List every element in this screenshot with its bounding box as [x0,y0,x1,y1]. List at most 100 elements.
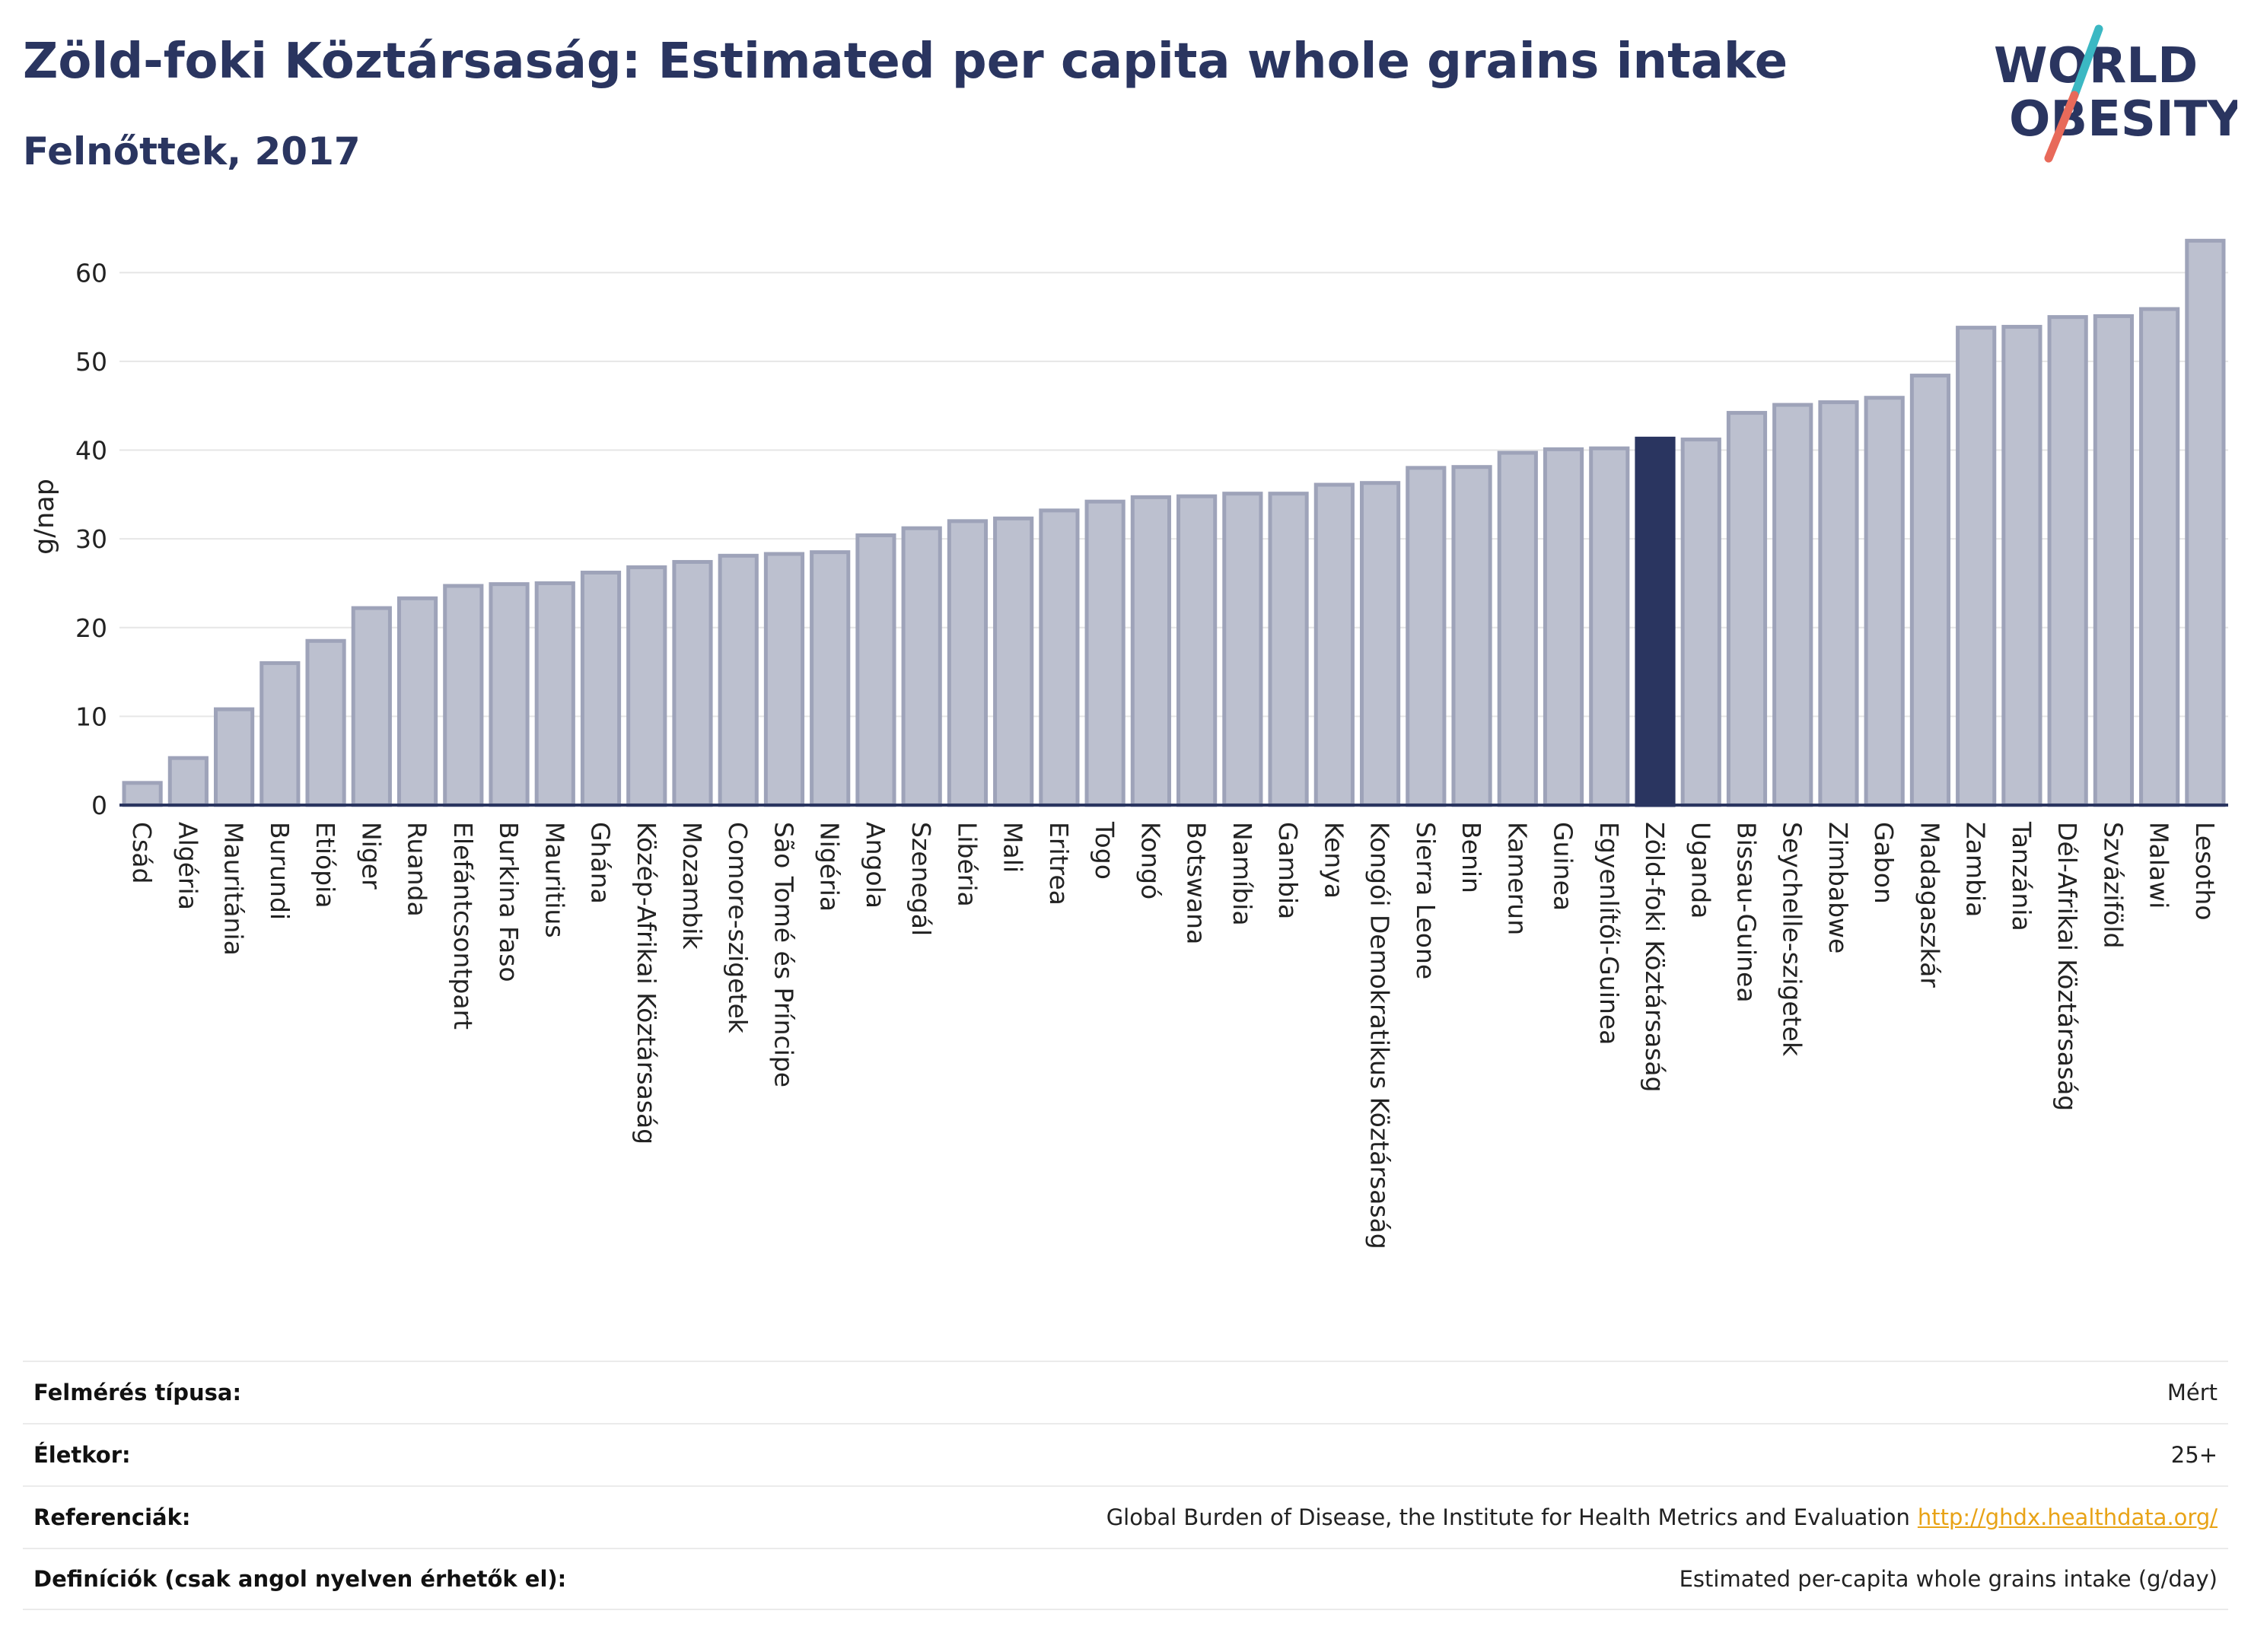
chart-subtitle: Felnőttek, 2017 [23,129,361,173]
info-row-age: Életkor: 25+ [23,1423,2228,1485]
bar[interactable] [1726,411,1768,807]
bar[interactable] [489,582,530,807]
x-tick-label: Szváziföld [2098,822,2128,948]
bar[interactable] [1222,492,1263,807]
logo-slash-top [2070,24,2103,100]
bar[interactable] [2093,314,2134,807]
y-tick-label: 20 [75,613,107,643]
x-axis-ticks: Csád Algéria Mauritánia Burundi Etiópia Niger… [127,821,2220,1249]
x-tick-label: Mozambik [677,822,707,950]
bar[interactable] [1589,446,1630,807]
bars [122,238,2226,807]
x-tick-label: Zöld-foki Köztársaság [1640,822,1670,1092]
x-tick-label: Botswana [1182,822,1211,944]
bar[interactable] [534,581,575,807]
x-tick-label: Mali [998,822,1028,873]
info-value: Estimated per-capita whole grains intake… [1679,1566,2218,1592]
x-tick-label: Gabon [1869,822,1899,904]
bar-highlighted[interactable] [1635,436,1676,807]
y-axis-title: g/nap [30,479,60,555]
x-tick-label: Tanzánia [2007,821,2036,931]
bar[interactable] [901,526,942,807]
bar[interactable] [947,519,989,807]
bar[interactable] [1084,499,1126,807]
bar[interactable] [396,596,438,807]
bar[interactable] [122,781,163,807]
x-tick-label: Comore-szigetek [723,822,753,1034]
bar[interactable] [1039,508,1080,807]
bar[interactable] [1451,465,1492,807]
reference-link[interactable]: http://ghdx.healthdata.org/ [1917,1504,2218,1530]
bar[interactable] [993,516,1034,807]
x-tick-label: Angola [861,822,890,909]
x-tick-label: Malawi [2144,822,2174,909]
x-tick-label: Lesotho [2190,822,2220,921]
bar[interactable] [305,638,346,807]
x-tick-label: Mauritius [540,822,569,938]
x-tick-label: Seychelle-szigetek [1778,822,1807,1057]
bar[interactable] [1406,466,1447,807]
bar[interactable] [1909,374,1951,807]
bar[interactable] [2185,238,2226,807]
bar[interactable] [810,550,851,807]
x-tick-label: Csád [127,822,157,883]
info-label: Életkor: [33,1442,131,1468]
info-row-references: Referenciák: Global Burden of Disease, t… [23,1485,2228,1548]
info-value-references: Global Burden of Disease, the Institute … [1106,1504,2218,1530]
bar[interactable] [214,707,255,807]
bar[interactable] [1772,403,1813,807]
bar[interactable] [351,606,392,807]
bar[interactable] [443,584,484,807]
x-tick-label: Egyenlítői-Guinea [1594,822,1624,1045]
x-tick-label: Kongói Demokratikus Köztársaság [1365,822,1395,1249]
x-tick-label: Namíbia [1227,822,1257,926]
bar[interactable] [1956,326,1997,807]
x-tick-label: Guinea [1549,822,1578,911]
x-tick-label: Dél-Afrikai Köztársaság [2052,822,2082,1111]
bar[interactable] [1543,447,1584,807]
bar[interactable] [1176,494,1218,807]
chart-title: Zöld-foki Köztársaság: Estimated per cap… [23,33,1788,90]
bar[interactable] [1864,396,1905,807]
bar[interactable] [718,553,759,807]
x-tick-label: Sierra Leone [1411,822,1441,979]
bar[interactable] [1818,400,1859,807]
bar[interactable] [763,552,805,807]
bar[interactable] [580,570,622,807]
x-tick-label: Nigéria [815,822,845,912]
y-tick-label: 0 [91,791,107,820]
bar[interactable] [1680,438,1721,807]
y-tick-label: 60 [75,258,107,288]
bar[interactable] [672,559,713,807]
bar[interactable] [167,756,209,807]
bar[interactable] [1268,492,1309,807]
bar[interactable] [855,533,896,807]
x-tick-label: Madagaszkár [1915,822,1944,988]
x-tick-label: Zimbabwe [1823,822,1853,953]
x-tick-label: Ruanda [403,822,432,917]
y-tick-label: 10 [75,702,107,731]
x-tick-label: Zambia [1961,822,1991,917]
bar[interactable] [1359,481,1401,807]
logo-line-2: OBESITY [2009,91,2237,148]
bar[interactable] [259,660,301,807]
x-tick-label: Togo [1090,821,1119,880]
bar[interactable] [2139,307,2180,807]
bar[interactable] [626,565,667,807]
y-tick-label: 50 [75,347,107,377]
bar[interactable] [2001,324,2042,807]
x-tick-label: Libéria [952,822,982,907]
x-tick-label: Elefántcsontpart [448,822,478,1030]
x-tick-label: Algéria [173,822,202,910]
bar[interactable] [1497,450,1538,807]
info-value: 25+ [2170,1442,2218,1468]
reference-text: Global Burden of Disease, the Institute … [1106,1504,1910,1530]
x-tick-label: Uganda [1686,822,1715,918]
bar[interactable] [1130,495,1171,807]
x-tick-label: Kongó [1135,822,1165,899]
bar[interactable] [2047,315,2088,807]
y-tick-label: 30 [75,524,107,554]
bar[interactable] [1313,482,1355,807]
logo-slash-bottom [2044,91,2079,163]
y-tick-label: 40 [75,436,107,466]
